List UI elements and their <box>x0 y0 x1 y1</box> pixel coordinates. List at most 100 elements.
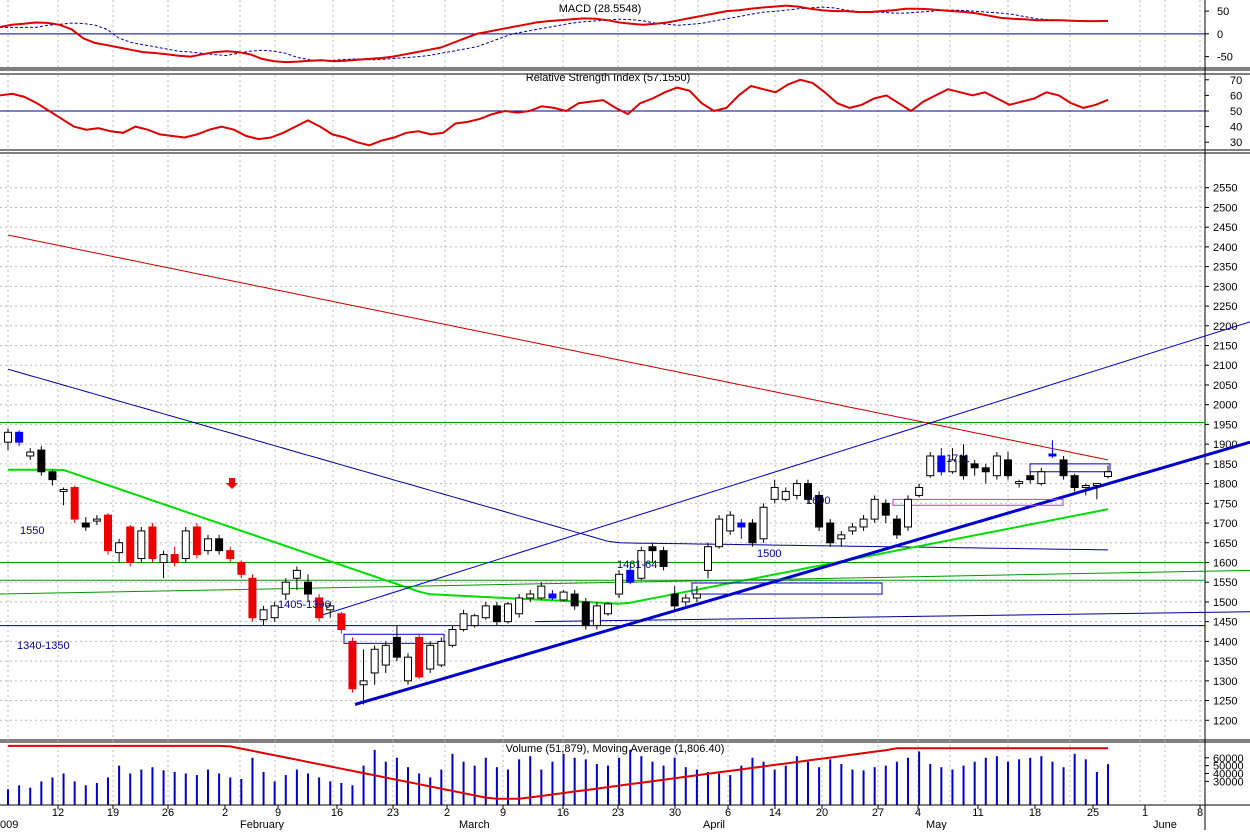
candle-body <box>737 522 746 528</box>
candle-body <box>404 656 412 682</box>
price-tick-label: 1750 <box>1213 498 1237 510</box>
candle-body <box>681 597 690 603</box>
candle-body <box>26 451 35 457</box>
x-axis-tick-label: 4 <box>915 807 921 819</box>
candle-body <box>92 518 101 522</box>
macd-title: MACD (28.5548) <box>559 3 642 15</box>
candle-body <box>837 534 846 540</box>
candle-body <box>1026 475 1035 481</box>
price-tick-label: 2550 <box>1213 183 1237 195</box>
candle-body <box>392 636 401 658</box>
candle-body <box>48 471 57 481</box>
candle-body <box>970 463 979 469</box>
x-axis-tick-label: 6 <box>725 807 731 819</box>
candle-body <box>148 526 157 560</box>
rsi-title: Relative Strength Index (57.1550) <box>526 72 691 84</box>
price-tick-label: 2350 <box>1213 262 1237 274</box>
price-annotation: 1600 <box>806 495 830 507</box>
support-line-blue <box>534 611 1250 623</box>
price-tick-label: 2050 <box>1213 380 1237 392</box>
price-tick-label: 2250 <box>1213 301 1237 313</box>
x-axis-tick-label: 12 <box>52 807 64 819</box>
price-tick-label: 1450 <box>1213 617 1237 629</box>
zone-box <box>1029 463 1111 473</box>
candle-body <box>637 550 646 579</box>
candle-body <box>548 593 557 599</box>
sma-mid-line <box>7 368 1109 551</box>
x-axis-tick-label: 2 <box>444 807 450 819</box>
macd-panel: -50 0 50 MACD (28.5548) <box>0 3 1233 64</box>
price-tick-label: 1600 <box>1213 557 1237 569</box>
candle-body <box>570 593 579 607</box>
macd-tick-label: 50 <box>1217 6 1229 18</box>
candle-body <box>526 593 535 599</box>
price-tick-label: 1550 <box>1213 577 1237 589</box>
volume-moving-average <box>8 744 1108 800</box>
macd-tick-label: -50 <box>1217 52 1233 64</box>
price-tick-label: 2200 <box>1213 321 1237 333</box>
zone-box <box>691 582 883 595</box>
rsi-panel: 30 40 50 60 70 Relative Strength Index (57.15… <box>0 72 1242 149</box>
candle-body <box>437 640 446 666</box>
rsi-line <box>0 78 1109 147</box>
x-axis-tick-label: 25 <box>1087 807 1099 819</box>
price-annotation: 1711 <box>946 453 970 465</box>
candle-body <box>426 644 435 670</box>
rsi-tick-label: 60 <box>1230 90 1242 102</box>
candle-body <box>359 680 368 686</box>
candle-body <box>315 597 324 619</box>
x-axis-tick-label: 18 <box>1029 807 1041 819</box>
rsi-tick-label: 50 <box>1230 106 1242 118</box>
candle-body <box>1070 475 1079 489</box>
candle-body <box>792 483 801 496</box>
rsi-tick-label: 40 <box>1230 122 1242 134</box>
candle-body <box>870 498 879 520</box>
candle-body <box>704 546 712 571</box>
candle-body <box>1092 483 1101 487</box>
price-tick-label: 2500 <box>1213 202 1237 214</box>
x-axis-month-label: May <box>926 819 947 830</box>
candle-body <box>481 605 490 619</box>
price-tick-label: 2450 <box>1213 222 1237 234</box>
price-tick-label: 2000 <box>1213 400 1237 412</box>
price-tick-label: 2100 <box>1213 360 1237 372</box>
candle-body <box>804 483 812 500</box>
candle-body <box>237 561 246 575</box>
candle-body <box>204 538 212 552</box>
candle-body <box>1059 459 1068 477</box>
price-tick-label: 1250 <box>1213 696 1237 708</box>
candle-body <box>226 550 235 560</box>
volume-tick-label: 50000 <box>1213 761 1244 773</box>
volume-tick-label: 30000 <box>1213 776 1244 788</box>
price-tick-label: 2150 <box>1213 341 1237 353</box>
candle-body <box>81 522 90 528</box>
price-annotation: 1340-1350 <box>17 640 70 652</box>
rsi-tick-label: 30 <box>1230 137 1242 149</box>
candle-body <box>181 530 190 560</box>
candle-body <box>781 490 790 500</box>
x-axis-month-label: 009 <box>0 819 18 830</box>
candle-body <box>892 518 901 536</box>
candle-body <box>37 449 46 473</box>
x-axis-tick-label: 19 <box>107 807 119 819</box>
x-axis-month-label: February <box>240 819 285 830</box>
candle-body <box>592 605 601 627</box>
x-axis-tick-label: 9 <box>275 807 281 819</box>
candle-body <box>848 526 857 532</box>
price-tick-label: 1950 <box>1213 419 1237 431</box>
candle-body <box>659 550 668 567</box>
x-axis-tick-label: 14 <box>769 807 781 819</box>
price-tick-label: 2400 <box>1213 242 1237 254</box>
candle-body <box>692 593 701 599</box>
candle-body <box>670 593 679 607</box>
candle-body <box>159 554 168 563</box>
candle-body <box>559 591 568 601</box>
candle-body <box>604 603 612 615</box>
candle-body <box>15 431 24 443</box>
price-tick-label: 2300 <box>1213 281 1237 293</box>
rsi-tick-label: 70 <box>1230 75 1242 87</box>
sma-long-line <box>7 234 1109 461</box>
